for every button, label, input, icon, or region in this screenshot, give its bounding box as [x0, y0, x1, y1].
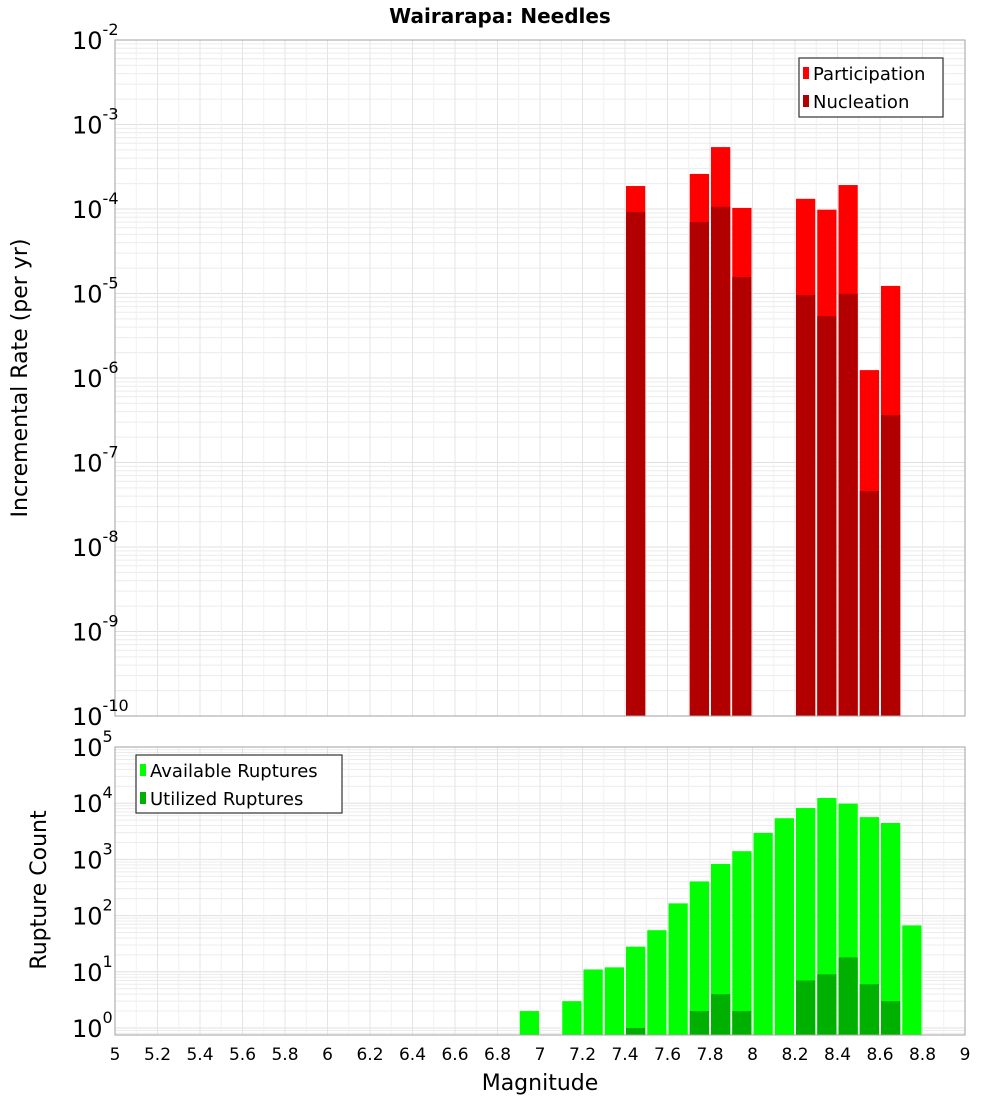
- bar-available-ruptures: [881, 822, 901, 1035]
- x-tick-label: 5.2: [144, 1045, 171, 1065]
- bar-available-ruptures: [626, 946, 646, 1035]
- bar-utilized-ruptures: [881, 1001, 901, 1035]
- bar-utilized-ruptures: [689, 1011, 709, 1035]
- x-tick-label: 8.4: [824, 1045, 851, 1065]
- legend-swatch: [140, 764, 146, 776]
- plot-frame: [114, 746, 966, 1036]
- bar-available-ruptures: [711, 863, 731, 1035]
- x-tick-label: 6.8: [484, 1045, 511, 1065]
- x-tick-label: 6.4: [399, 1045, 426, 1065]
- plot-frame: [114, 39, 966, 717]
- x-tick-label: 6.2: [356, 1045, 383, 1065]
- bar-nucleation: [796, 294, 816, 716]
- bar-available-ruptures: [519, 1011, 539, 1035]
- x-tick-label: 8.8: [909, 1045, 936, 1065]
- bar-available-ruptures: [774, 818, 794, 1035]
- x-tick-label: 5.6: [229, 1045, 256, 1065]
- y-axis-label-bottom: Rupture Count: [27, 810, 52, 970]
- y-tick-label: 100: [72, 1008, 113, 1043]
- bar-nucleation: [881, 414, 901, 716]
- bar-utilized-ruptures: [817, 974, 837, 1035]
- x-tick-label: 8.6: [866, 1045, 893, 1065]
- bar-available-ruptures: [753, 832, 773, 1035]
- bar-available-ruptures: [732, 851, 752, 1035]
- bar-utilized-ruptures: [732, 1011, 752, 1035]
- bar-nucleation: [859, 490, 879, 716]
- bar-nucleation: [817, 316, 837, 716]
- y-tick-label: 101: [72, 952, 113, 987]
- bar-available-ruptures: [668, 903, 688, 1035]
- x-tick-label: 6: [322, 1045, 333, 1065]
- y-tick-label: 103: [72, 839, 113, 874]
- y-tick-label: 10-3: [72, 105, 119, 140]
- x-tick-label: 7.4: [611, 1045, 638, 1065]
- x-tick-label: 8.2: [781, 1045, 808, 1065]
- x-tick-label: 9: [960, 1045, 971, 1065]
- x-tick-label: 7: [535, 1045, 546, 1065]
- y-axis-label-top: Incremental Rate (per yr): [8, 239, 33, 518]
- legend-swatch: [140, 792, 146, 804]
- legend-label: Utilized Ruptures: [150, 789, 303, 810]
- x-axis-label: Magnitude: [482, 1071, 599, 1096]
- legend-box: [135, 754, 343, 814]
- bar-nucleation: [689, 222, 709, 716]
- legend-label: Nucleation: [813, 92, 909, 113]
- bar-nucleation: [626, 212, 646, 716]
- chart-title: Wairarapa: Needles: [389, 4, 611, 28]
- bar-utilized-ruptures: [838, 957, 858, 1035]
- y-tick-label: 10-6: [72, 358, 119, 393]
- y-tick-label: 10-4: [72, 189, 119, 224]
- y-tick-label: 102: [72, 896, 113, 931]
- y-tick-label: 10-7: [72, 443, 119, 478]
- bar-nucleation: [711, 206, 731, 717]
- x-tick-label: 5.8: [271, 1045, 298, 1065]
- x-tick-label: 5.4: [186, 1045, 213, 1065]
- x-tick-label: 8: [747, 1045, 758, 1065]
- y-tick-label: 10-9: [72, 612, 119, 647]
- bar-utilized-ruptures: [711, 994, 731, 1035]
- bar-available-ruptures: [859, 817, 879, 1035]
- bar-available-ruptures: [562, 1001, 582, 1035]
- bar-available-ruptures: [583, 969, 603, 1035]
- bar-available-ruptures: [902, 925, 922, 1035]
- bar-utilized-ruptures: [626, 1027, 646, 1035]
- legend-swatch: [803, 67, 809, 79]
- y-tick-label: 10-5: [72, 274, 119, 309]
- bar-utilized-ruptures: [796, 980, 816, 1035]
- y-tick-label: 104: [72, 783, 113, 818]
- bar-utilized-ruptures: [859, 984, 879, 1035]
- y-tick-label: 10-8: [72, 527, 119, 562]
- x-tick-label: 7.8: [696, 1045, 723, 1065]
- y-tick-label: 10-2: [72, 20, 119, 55]
- legend-box: [798, 57, 944, 118]
- y-tick-label: 10-10: [72, 696, 129, 731]
- x-tick-label: 7.6: [654, 1045, 681, 1065]
- bar-nucleation: [732, 276, 752, 716]
- bar-available-ruptures: [647, 930, 667, 1035]
- bar-nucleation: [838, 293, 858, 716]
- legend-label: Available Ruptures: [150, 761, 318, 782]
- bar-available-ruptures: [604, 967, 624, 1035]
- legend-label: Participation: [813, 64, 925, 85]
- x-tick-label: 5: [110, 1045, 121, 1065]
- bar-available-ruptures: [796, 808, 816, 1035]
- x-tick-label: 7.2: [569, 1045, 596, 1065]
- x-tick-label: 6.6: [441, 1045, 468, 1065]
- bar-available-ruptures: [689, 881, 709, 1035]
- legend-swatch: [803, 95, 809, 107]
- y-tick-label: 105: [72, 727, 113, 762]
